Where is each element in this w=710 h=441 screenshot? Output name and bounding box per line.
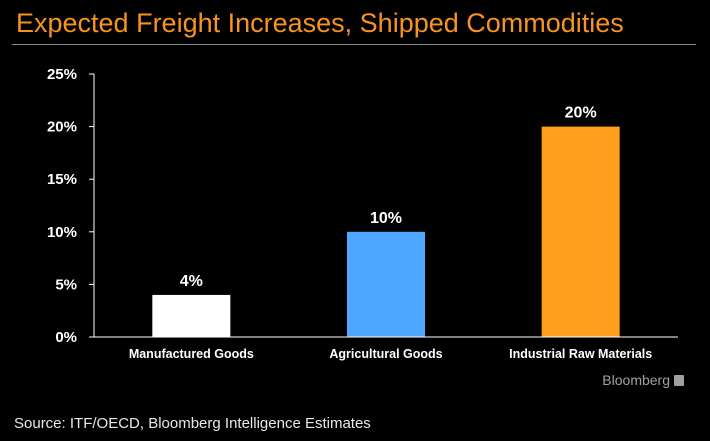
data-labels: 4% 10% 20% <box>180 105 597 290</box>
y-axis-ticks: 0% 5% 10% 15% 20% 25% <box>47 66 94 346</box>
y-tick-label: 20% <box>47 119 77 136</box>
bar-value-label: 10% <box>370 210 402 227</box>
brand-text: Bloomberg <box>602 372 670 388</box>
bar-manufactured-goods <box>152 294 231 337</box>
category-label: Industrial Raw Materials <box>509 347 652 361</box>
y-tick-label: 0% <box>55 329 77 346</box>
category-label: Manufactured Goods <box>129 347 254 361</box>
bloomberg-terminal-icon <box>674 375 684 386</box>
y-tick-label: 5% <box>55 276 77 293</box>
y-tick-label: 25% <box>47 66 77 83</box>
y-tick-label: 10% <box>47 224 77 241</box>
source-note: Source: ITF/OECD, Bloomberg Intelligence… <box>14 415 371 432</box>
bar-value-label: 4% <box>180 273 203 290</box>
y-tick-label: 15% <box>47 171 77 188</box>
category-label: Agricultural Goods <box>329 347 442 361</box>
bar-industrial-raw-materials <box>541 126 620 337</box>
bars <box>152 126 620 337</box>
bar-agricultural-goods <box>347 231 425 337</box>
title-divider <box>12 44 696 45</box>
bloomberg-logo: Bloomberg <box>602 372 684 388</box>
bar-value-label: 20% <box>565 105 597 122</box>
category-labels: Manufactured Goods Agricultural Goods Indu… <box>129 347 652 361</box>
chart-title: Expected Freight Increases, Shipped Comm… <box>16 8 624 38</box>
